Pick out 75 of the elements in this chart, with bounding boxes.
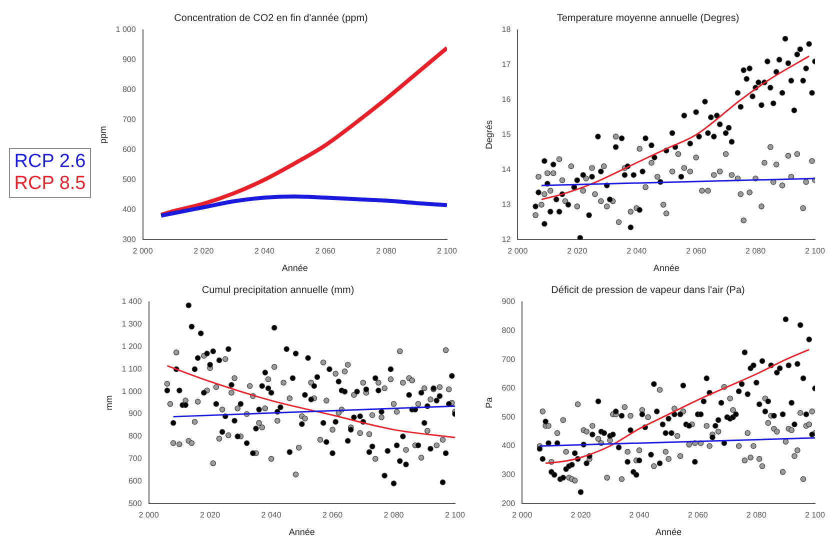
x-tick-label: 2 020 <box>194 246 214 256</box>
y-tick-label: 700 <box>122 115 136 124</box>
y-tick-label: 12 <box>502 234 512 244</box>
x-tick-label: 2 100 <box>804 246 826 256</box>
text: RCP 2.6 <box>14 151 86 173</box>
x-tick-label: 2 020 <box>200 510 221 520</box>
y-axis-title: Degrés <box>484 120 494 150</box>
chart-title: Concentration de CO2 en fin d'année (ppm) <box>174 12 368 24</box>
x-tick-label: 2 080 <box>384 510 404 520</box>
y-tick-label: 300 <box>122 234 136 244</box>
x-tick-label: 2 020 <box>570 510 592 520</box>
y-tick-label: 18 <box>502 25 512 34</box>
y-tick-label: 900 <box>502 297 516 306</box>
x-tick-label: 2 060 <box>315 246 336 256</box>
y-axis-title: mm <box>104 395 114 410</box>
line-series <box>159 194 447 218</box>
y-tick-label: 16 <box>502 95 512 104</box>
x-tick-label: 2 080 <box>376 246 397 256</box>
x-tick-label: 2 060 <box>686 246 707 256</box>
y-tick-label: 1 000 <box>122 386 142 396</box>
y-tick-label: 1 100 <box>122 364 142 374</box>
x-tick-label: 2 100 <box>444 510 466 520</box>
chart-title: Cumul precipitation annuelle (mm) <box>202 284 354 296</box>
y-tick-label: 500 <box>502 412 516 422</box>
x-axis-title: Année <box>656 527 682 538</box>
y-tick-label: 800 <box>128 432 142 441</box>
x-tick-label: 2 080 <box>746 510 767 520</box>
x-axis-title: Année <box>288 527 315 538</box>
x-axis-title: Année <box>653 263 680 274</box>
y-tick-label: 400 <box>122 204 136 214</box>
y-tick-label: 15 <box>502 130 512 140</box>
text: RCP 8.5 <box>14 173 86 195</box>
y-tick-label: 500 <box>122 174 136 184</box>
y-tick-label: 14 <box>502 164 512 174</box>
x-tick-label: 2 000 <box>132 246 154 256</box>
x-tick-label: 2 100 <box>804 510 826 520</box>
chart-title: Temperature moyenne annuelle (Degres) <box>556 12 740 24</box>
y-tick-label: 1 200 <box>122 342 142 352</box>
y-tick-label: 900 <box>128 409 142 418</box>
x-tick-label: 2 040 <box>626 246 648 256</box>
y-tick-label: 800 <box>122 85 136 94</box>
x-axis-title: Année <box>282 263 308 274</box>
line-series <box>544 348 810 464</box>
y-tick-label: 600 <box>128 476 142 486</box>
x-tick-label: 2 060 <box>322 510 344 520</box>
y-tick-label: 17 <box>502 60 512 70</box>
chart-title: Déficit de pression de vapeur dans l'air (Pa) <box>551 284 745 296</box>
y-tick-label: 13 <box>502 200 512 209</box>
y-axis-title: Pa <box>484 397 494 408</box>
line-series <box>540 55 810 200</box>
y-tick-label: 500 <box>128 498 142 508</box>
y-axis-title: ppm <box>98 126 108 144</box>
x-tick-label: 2 040 <box>254 246 276 256</box>
x-tick-label: 2 060 <box>688 510 708 520</box>
y-tick-label: 700 <box>502 354 516 364</box>
y-tick-label: 600 <box>122 144 136 154</box>
y-tick-label: 700 <box>128 454 142 464</box>
y-tick-label: 200 <box>502 498 516 508</box>
x-tick-label: 2 000 <box>508 246 528 256</box>
x-tick-label: 2 000 <box>138 510 160 520</box>
x-tick-label: 2 100 <box>436 246 458 256</box>
y-tick-label: 400 <box>502 441 516 450</box>
x-tick-label: 2 040 <box>629 510 650 520</box>
y-tick-label: 600 <box>502 384 516 393</box>
x-tick-label: 2 020 <box>567 246 588 256</box>
y-tick-label: 1 400 <box>122 297 142 306</box>
y-tick-label: 800 <box>502 326 516 336</box>
y-tick-label: 1 000 <box>116 25 136 34</box>
y-tick-label: 900 <box>122 55 136 64</box>
line-series <box>166 365 455 438</box>
y-tick-label: 300 <box>502 470 516 480</box>
x-tick-label: 2 000 <box>512 510 533 520</box>
x-tick-label: 2 040 <box>261 510 282 520</box>
x-tick-label: 2 080 <box>746 246 766 256</box>
y-tick-label: 1 300 <box>122 320 142 329</box>
